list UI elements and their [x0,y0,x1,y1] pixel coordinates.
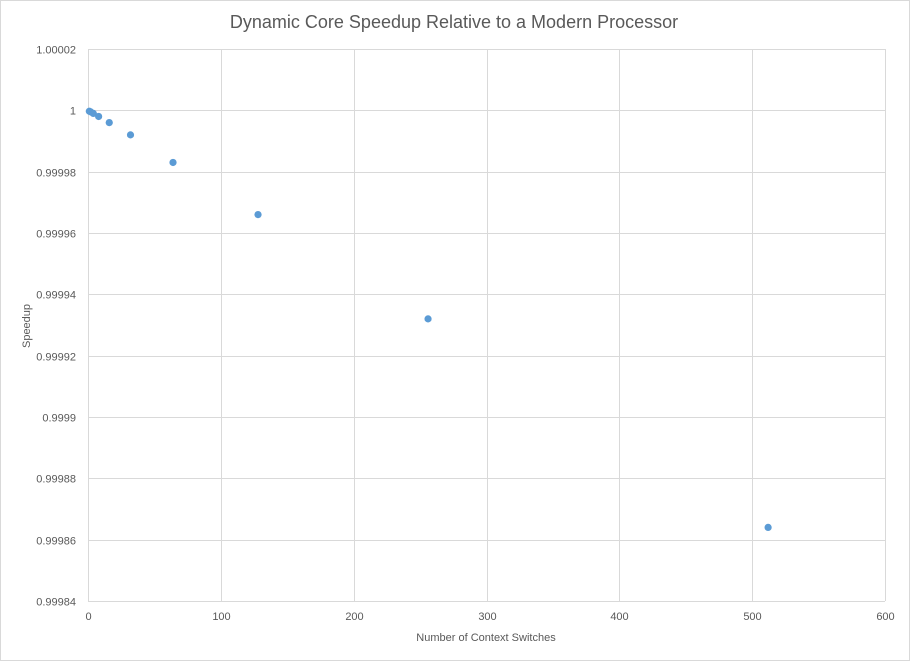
x-tick-label: 500 [743,611,761,623]
data-point [126,131,135,139]
x-tick-labels: 0 100 200 300 400 500 600 [85,611,894,623]
y-tick-label: 0.99988 [36,474,76,486]
data-point [95,112,103,121]
data-point [424,315,432,323]
y-tick-label: 0.99986 [36,536,76,548]
y-tick-label: 0.99998 [36,168,76,180]
y-axis-label: Speedup [21,304,33,348]
x-tick-label: 200 [345,611,363,623]
x-tick-label: 0 [85,611,91,623]
x-tick-label: 300 [478,611,496,623]
y-tick-label: 1 [70,106,76,118]
x-axis-label: Number of Context Switches [416,632,556,644]
data-points [85,107,772,532]
y-tick-label: 0.99984 [36,597,76,609]
x-tick-label: 400 [610,611,628,623]
y-tick-label: 0.99994 [36,290,76,302]
x-tick-label: 100 [212,611,230,623]
data-point [764,523,772,532]
data-point [105,119,113,127]
y-tick-label: 1.00002 [36,45,76,57]
y-tick-label: 0.9999 [42,413,76,425]
chart-title: Dynamic Core Speedup Relative to a Moder… [230,12,678,32]
data-point [89,109,97,117]
y-tick-labels: 1.00002 1 0.99998 0.99996 0.99994 0.99992 0.99… [36,45,76,609]
y-tick-label: 0.99996 [36,229,76,241]
y-tick-label: 0.99992 [36,352,76,364]
data-point [254,211,262,219]
gridlines [88,49,886,602]
x-tick-label: 600 [876,611,894,623]
data-point [169,158,177,167]
